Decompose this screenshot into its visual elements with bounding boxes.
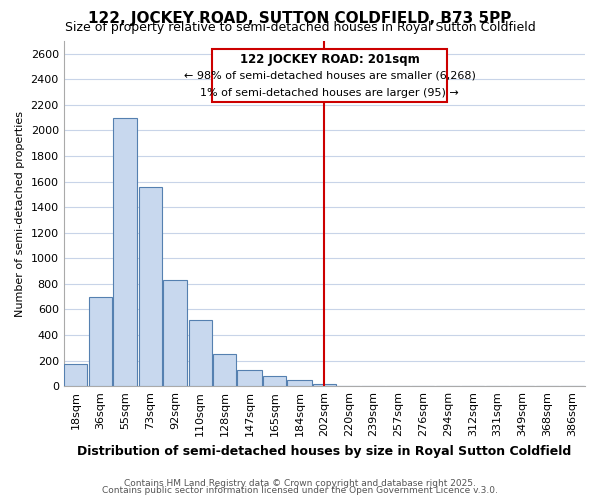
Bar <box>313 384 336 386</box>
Bar <box>64 364 88 386</box>
Bar <box>188 320 212 386</box>
Bar <box>139 186 161 386</box>
Bar <box>213 354 236 386</box>
X-axis label: Distribution of semi-detached houses by size in Royal Sutton Coldfield: Distribution of semi-detached houses by … <box>77 444 571 458</box>
Text: 122 JOCKEY ROAD: 201sqm: 122 JOCKEY ROAD: 201sqm <box>240 53 419 66</box>
Text: 122, JOCKEY ROAD, SUTTON COLDFIELD, B73 5PP: 122, JOCKEY ROAD, SUTTON COLDFIELD, B73 … <box>88 12 512 26</box>
Text: Size of property relative to semi-detached houses in Royal Sutton Coldfield: Size of property relative to semi-detach… <box>65 22 535 35</box>
Bar <box>113 118 137 386</box>
Bar <box>263 376 286 386</box>
Bar <box>89 296 112 386</box>
Y-axis label: Number of semi-detached properties: Number of semi-detached properties <box>15 110 25 316</box>
FancyBboxPatch shape <box>212 48 447 102</box>
Text: Contains public sector information licensed under the Open Government Licence v.: Contains public sector information licen… <box>102 486 498 495</box>
Text: ← 98% of semi-detached houses are smaller (6,268): ← 98% of semi-detached houses are smalle… <box>184 70 476 81</box>
Bar <box>163 280 187 386</box>
Text: Contains HM Land Registry data © Crown copyright and database right 2025.: Contains HM Land Registry data © Crown c… <box>124 478 476 488</box>
Bar <box>287 380 311 386</box>
Text: 1% of semi-detached houses are larger (95) →: 1% of semi-detached houses are larger (9… <box>200 88 459 98</box>
Bar <box>237 370 262 386</box>
